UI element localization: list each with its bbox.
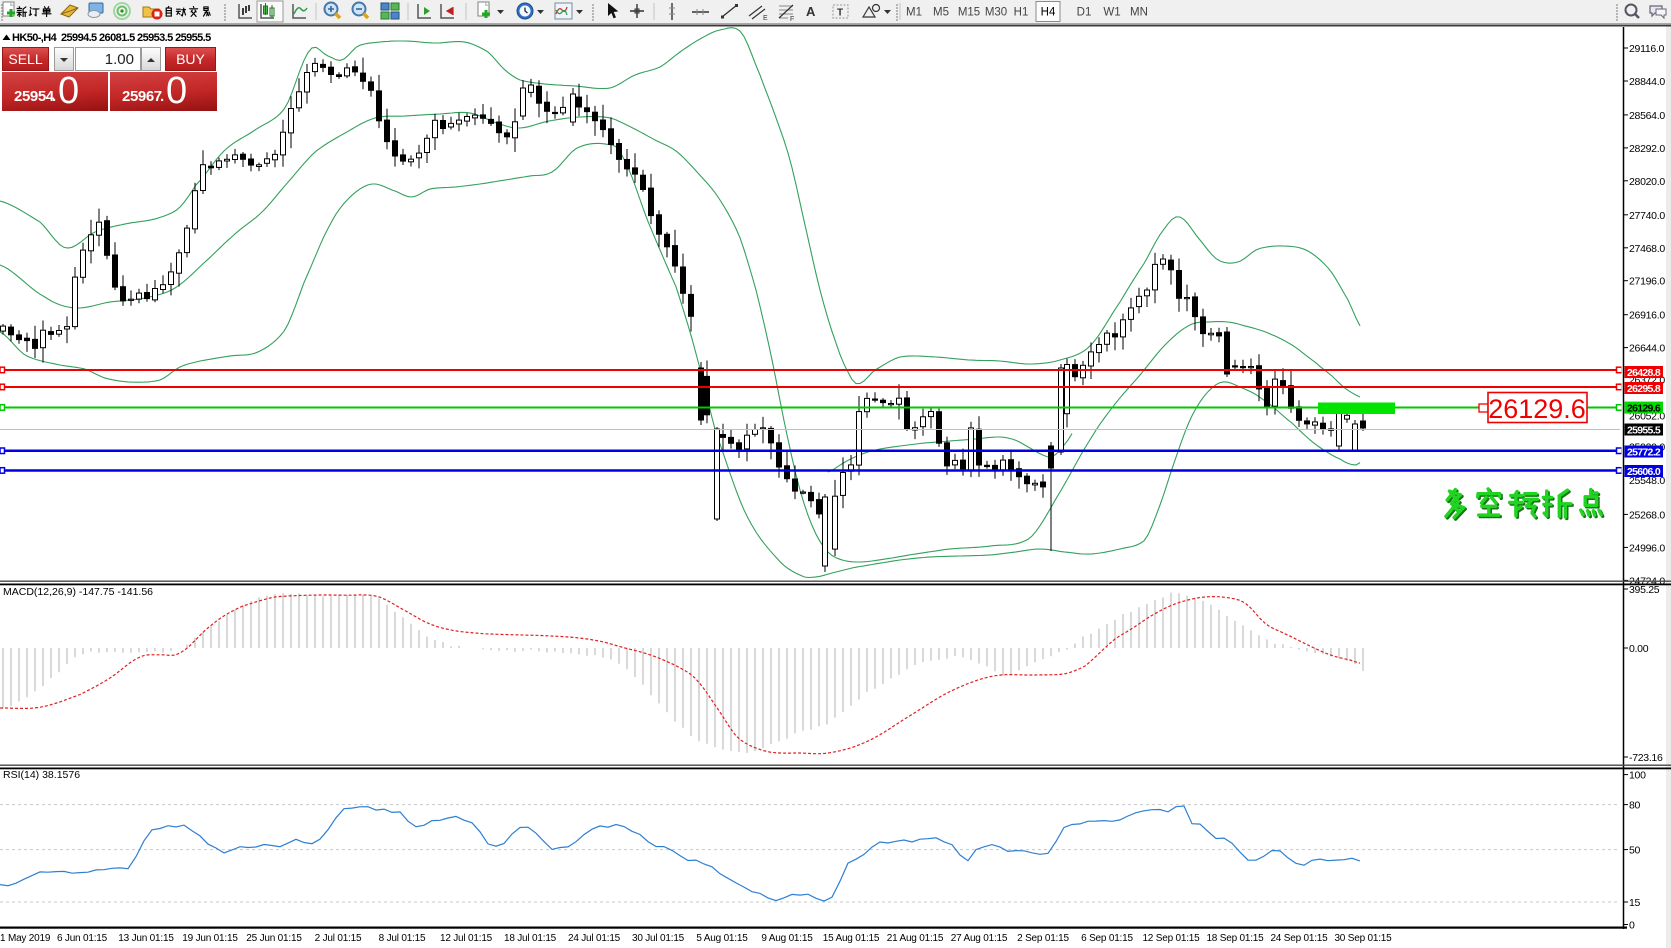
svg-text:26644.0: 26644.0: [1629, 343, 1665, 355]
svg-text:12 Sep 01:15: 12 Sep 01:15: [1142, 933, 1200, 944]
svg-text:W1: W1: [1103, 7, 1120, 19]
svg-text:T: T: [837, 8, 843, 19]
svg-text:M1: M1: [906, 7, 922, 19]
svg-text:21 Aug 01:15: 21 Aug 01:15: [887, 933, 944, 944]
svg-text:E: E: [763, 15, 768, 22]
svg-text:25 Jun 01:15: 25 Jun 01:15: [246, 933, 302, 944]
svg-text:MACD(12,26,9) -147.75 -141.56: MACD(12,26,9) -147.75 -141.56: [3, 586, 153, 598]
svg-text:M30: M30: [985, 7, 1007, 19]
svg-text:12 Jul 01:15: 12 Jul 01:15: [440, 933, 493, 944]
svg-text:25606.0: 25606.0: [1627, 466, 1661, 478]
svg-text:28292.0: 28292.0: [1629, 143, 1665, 155]
svg-text:19 Jun 01:15: 19 Jun 01:15: [182, 933, 238, 944]
svg-text:2 Jul 01:15: 2 Jul 01:15: [315, 933, 362, 944]
svg-text:27468.0: 27468.0: [1629, 243, 1665, 255]
svg-text:30 Jul 01:15: 30 Jul 01:15: [632, 933, 685, 944]
svg-text:25268.0: 25268.0: [1629, 509, 1665, 521]
svg-text:13 Jun 01:15: 13 Jun 01:15: [118, 933, 174, 944]
svg-text:24996.0: 24996.0: [1629, 542, 1665, 554]
svg-text:H1: H1: [1014, 7, 1029, 19]
svg-text:25955.5: 25955.5: [1627, 425, 1661, 437]
svg-text:0.00: 0.00: [1629, 643, 1649, 655]
svg-text:1 May 2019: 1 May 2019: [0, 933, 51, 944]
svg-text:25548.0: 25548.0: [1629, 475, 1665, 487]
svg-text:15: 15: [1629, 897, 1641, 909]
svg-text:9 Aug 01:15: 9 Aug 01:15: [761, 933, 813, 944]
svg-text:D1: D1: [1077, 7, 1092, 19]
svg-text:-723.16: -723.16: [1629, 752, 1663, 764]
svg-text:26916.0: 26916.0: [1629, 310, 1665, 322]
svg-text:24 Sep 01:15: 24 Sep 01:15: [1270, 933, 1328, 944]
svg-text:8 Jul 01:15: 8 Jul 01:15: [379, 933, 426, 944]
svg-text:15 Aug 01:15: 15 Aug 01:15: [823, 933, 880, 944]
svg-text:5 Aug 01:15: 5 Aug 01:15: [696, 933, 748, 944]
svg-text:395.25: 395.25: [1629, 584, 1660, 596]
svg-text:H4: H4: [1041, 7, 1056, 19]
svg-text:A: A: [806, 4, 816, 19]
svg-text:6 Sep 01:15: 6 Sep 01:15: [1081, 933, 1133, 944]
svg-text:18 Jul 01:15: 18 Jul 01:15: [504, 933, 557, 944]
svg-text:26295.8: 26295.8: [1627, 383, 1661, 395]
svg-text:28564.0: 28564.0: [1629, 110, 1665, 122]
svg-text:100: 100: [1629, 770, 1646, 782]
svg-text:26129.6: 26129.6: [1488, 394, 1586, 424]
svg-text:25772.2: 25772.2: [1627, 447, 1661, 459]
svg-text:27196.0: 27196.0: [1629, 276, 1665, 288]
svg-text:HK50-,H4 25994.5 26081.5 2595: HK50-,H4 25994.5 26081.5 25953.5 25955.5: [12, 32, 211, 44]
svg-text:F: F: [790, 16, 794, 23]
svg-text:80: 80: [1629, 800, 1641, 812]
svg-text:RSI(14) 38.1576: RSI(14) 38.1576: [3, 769, 80, 781]
svg-text:2 Sep 01:15: 2 Sep 01:15: [1017, 933, 1069, 944]
svg-text:MN: MN: [1130, 7, 1148, 19]
svg-text:M5: M5: [933, 7, 949, 19]
svg-text:18 Sep 01:15: 18 Sep 01:15: [1206, 933, 1264, 944]
svg-text:26129.6: 26129.6: [1627, 403, 1661, 415]
svg-text:0: 0: [1629, 920, 1635, 932]
svg-text:M15: M15: [958, 7, 980, 19]
svg-text:30 Sep 01:15: 30 Sep 01:15: [1334, 933, 1392, 944]
svg-text:6 Jun 01:15: 6 Jun 01:15: [57, 933, 108, 944]
svg-text:27 Aug 01:15: 27 Aug 01:15: [951, 933, 1008, 944]
svg-text:50: 50: [1629, 845, 1641, 857]
svg-text:24 Jul 01:15: 24 Jul 01:15: [568, 933, 621, 944]
svg-text:26428.8: 26428.8: [1627, 367, 1661, 379]
svg-text:28844.0: 28844.0: [1629, 76, 1665, 88]
svg-text:27740.0: 27740.0: [1629, 210, 1665, 222]
svg-text:28020.0: 28020.0: [1629, 176, 1665, 188]
svg-text:29116.0: 29116.0: [1629, 43, 1665, 55]
